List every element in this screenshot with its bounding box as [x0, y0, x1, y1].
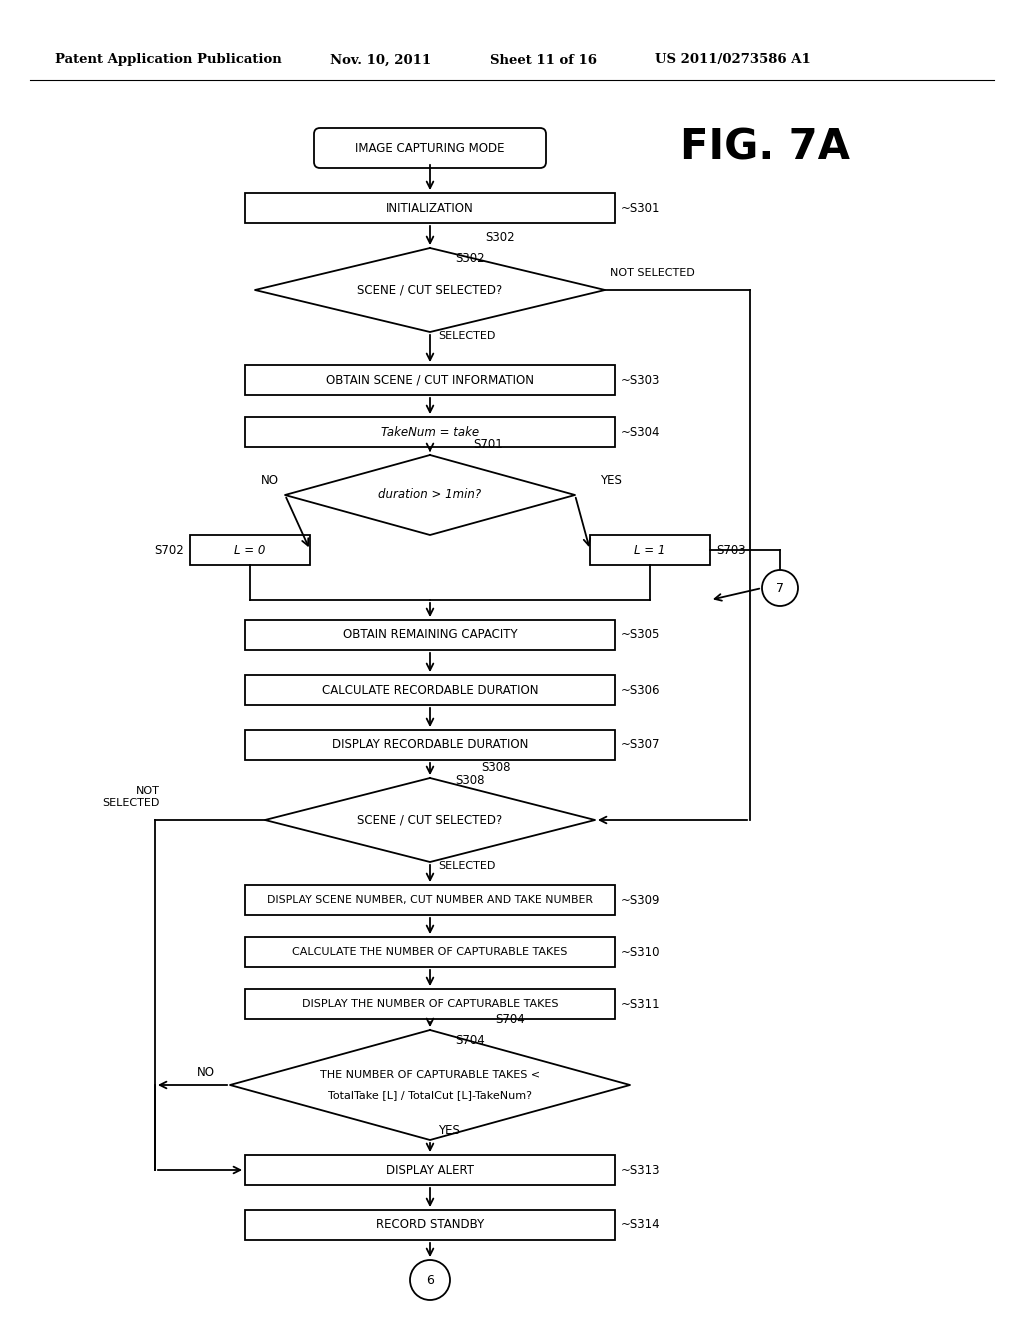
Text: DISPLAY SCENE NUMBER, CUT NUMBER AND TAKE NUMBER: DISPLAY SCENE NUMBER, CUT NUMBER AND TAK…	[267, 895, 593, 906]
Text: S704: S704	[455, 1034, 484, 1047]
Text: ~S301: ~S301	[621, 202, 660, 214]
Bar	[245, 620, 615, 649]
Text: ~S313: ~S313	[621, 1163, 660, 1176]
Text: CALCULATE RECORDABLE DURATION: CALCULATE RECORDABLE DURATION	[322, 684, 539, 697]
Text: S704: S704	[496, 1012, 525, 1026]
Text: RECORD STANDBY: RECORD STANDBY	[376, 1218, 484, 1232]
Text: IMAGE CAPTURING MODE: IMAGE CAPTURING MODE	[355, 141, 505, 154]
Text: INITIALIZATION: INITIALIZATION	[386, 202, 474, 214]
Text: TotalTake [L] / TotalCut [L]-TakeNum?: TotalTake [L] / TotalCut [L]-TakeNum?	[328, 1090, 532, 1100]
Bar	[245, 675, 615, 705]
Bar	[245, 417, 615, 447]
Text: CALCULATE THE NUMBER OF CAPTURABLE TAKES: CALCULATE THE NUMBER OF CAPTURABLE TAKES	[292, 946, 567, 957]
Polygon shape	[285, 455, 575, 535]
Text: S308: S308	[481, 762, 511, 774]
Text: S308: S308	[455, 774, 484, 787]
Bar	[245, 366, 615, 395]
Text: S703: S703	[716, 544, 745, 557]
Text: THE NUMBER OF CAPTURABLE TAKES <: THE NUMBER OF CAPTURABLE TAKES <	[319, 1071, 540, 1080]
Bar	[245, 1155, 615, 1185]
Text: ~S310: ~S310	[621, 945, 660, 958]
Text: OBTAIN REMAINING CAPACITY: OBTAIN REMAINING CAPACITY	[343, 628, 517, 642]
Text: ~S309: ~S309	[621, 894, 660, 907]
Text: ~S307: ~S307	[621, 738, 660, 751]
Polygon shape	[255, 248, 605, 333]
Text: Sheet 11 of 16: Sheet 11 of 16	[490, 54, 597, 66]
Text: S702: S702	[155, 544, 184, 557]
Text: Patent Application Publication: Patent Application Publication	[55, 54, 282, 66]
Text: FIG. 7A: FIG. 7A	[680, 127, 850, 169]
Text: SCENE / CUT SELECTED?: SCENE / CUT SELECTED?	[357, 813, 503, 826]
Text: ~S303: ~S303	[621, 374, 660, 387]
Text: SCENE / CUT SELECTED?: SCENE / CUT SELECTED?	[357, 284, 503, 297]
Text: 6: 6	[426, 1274, 434, 1287]
Text: ~S311: ~S311	[621, 998, 660, 1011]
Text: S302: S302	[485, 231, 515, 244]
Text: SELECTED: SELECTED	[438, 331, 496, 341]
Text: ~S306: ~S306	[621, 684, 660, 697]
Text: TakeNum = take: TakeNum = take	[381, 425, 479, 438]
Bar	[245, 937, 615, 968]
Text: L = 0: L = 0	[234, 544, 265, 557]
Bar	[245, 730, 615, 760]
Circle shape	[410, 1261, 450, 1300]
Text: S302: S302	[455, 252, 484, 264]
Text: Nov. 10, 2011: Nov. 10, 2011	[330, 54, 431, 66]
Text: NOT
SELECTED: NOT SELECTED	[102, 787, 160, 808]
Text: DISPLAY ALERT: DISPLAY ALERT	[386, 1163, 474, 1176]
Bar	[245, 884, 615, 915]
Text: DISPLAY THE NUMBER OF CAPTURABLE TAKES: DISPLAY THE NUMBER OF CAPTURABLE TAKES	[302, 999, 558, 1008]
Bar	[245, 989, 615, 1019]
FancyBboxPatch shape	[314, 128, 546, 168]
Text: YES: YES	[600, 474, 622, 487]
Bar	[190, 535, 310, 565]
Text: DISPLAY RECORDABLE DURATION: DISPLAY RECORDABLE DURATION	[332, 738, 528, 751]
Text: SELECTED: SELECTED	[438, 861, 496, 871]
Polygon shape	[265, 777, 595, 862]
Text: OBTAIN SCENE / CUT INFORMATION: OBTAIN SCENE / CUT INFORMATION	[326, 374, 534, 387]
Text: ~S304: ~S304	[621, 425, 660, 438]
Text: duration > 1min?: duration > 1min?	[379, 488, 481, 502]
Text: NOT SELECTED: NOT SELECTED	[610, 268, 694, 279]
Bar	[245, 193, 615, 223]
Text: ~S305: ~S305	[621, 628, 660, 642]
Text: 7: 7	[776, 582, 784, 594]
Text: NO: NO	[261, 474, 279, 487]
Text: US 2011/0273586 A1: US 2011/0273586 A1	[655, 54, 811, 66]
Circle shape	[762, 570, 798, 606]
Bar	[590, 535, 710, 565]
Text: L = 1: L = 1	[634, 544, 666, 557]
Text: ~S314: ~S314	[621, 1218, 660, 1232]
Text: NO: NO	[197, 1067, 215, 1080]
Polygon shape	[230, 1030, 630, 1140]
Bar	[245, 1210, 615, 1239]
Text: S701: S701	[473, 438, 503, 451]
Text: YES: YES	[438, 1123, 460, 1137]
